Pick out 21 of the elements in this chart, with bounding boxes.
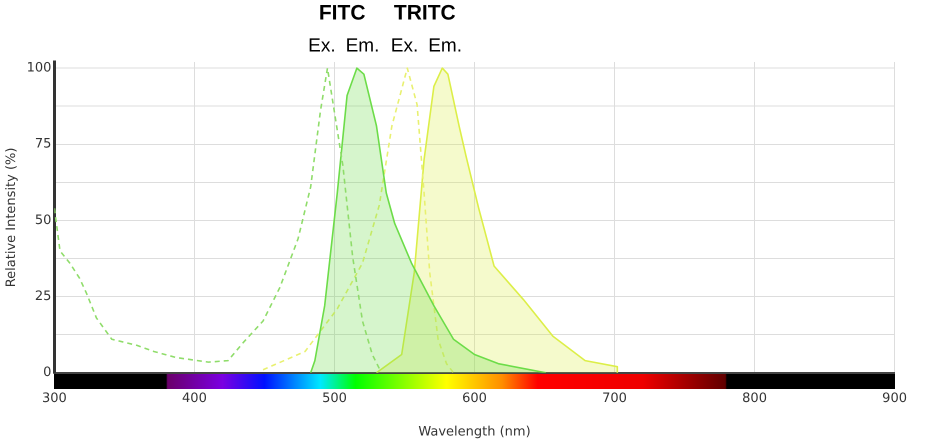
- y-axis-title: Relative Intensity (%): [4, 148, 20, 288]
- series-label: Ex.: [390, 36, 418, 57]
- x-tick-label: 900: [882, 390, 908, 406]
- text: TRITC: [394, 1, 456, 24]
- x-tick-label: 600: [462, 390, 487, 406]
- y-tick-label: 100: [26, 60, 52, 76]
- y-tick-label: 0: [43, 365, 52, 380]
- y-tick-label: 75: [34, 136, 52, 152]
- x-tick-label: 500: [322, 390, 347, 406]
- x-tick-label: 300: [42, 390, 67, 406]
- y-tick-label: 25: [34, 289, 52, 304]
- line-series: [262, 67, 454, 373]
- y-tick-label: 50: [34, 212, 52, 228]
- x-tick-label: 400: [182, 390, 207, 406]
- series-label: Em.: [428, 36, 462, 57]
- x-tick-label: 800: [742, 390, 767, 406]
- series-label: Em.: [346, 36, 380, 57]
- x-axis-title: Wavelength (nm): [418, 424, 531, 440]
- text: FITC: [318, 1, 366, 24]
- series-label: Ex.: [308, 36, 336, 57]
- x-tick-label: 700: [602, 390, 627, 406]
